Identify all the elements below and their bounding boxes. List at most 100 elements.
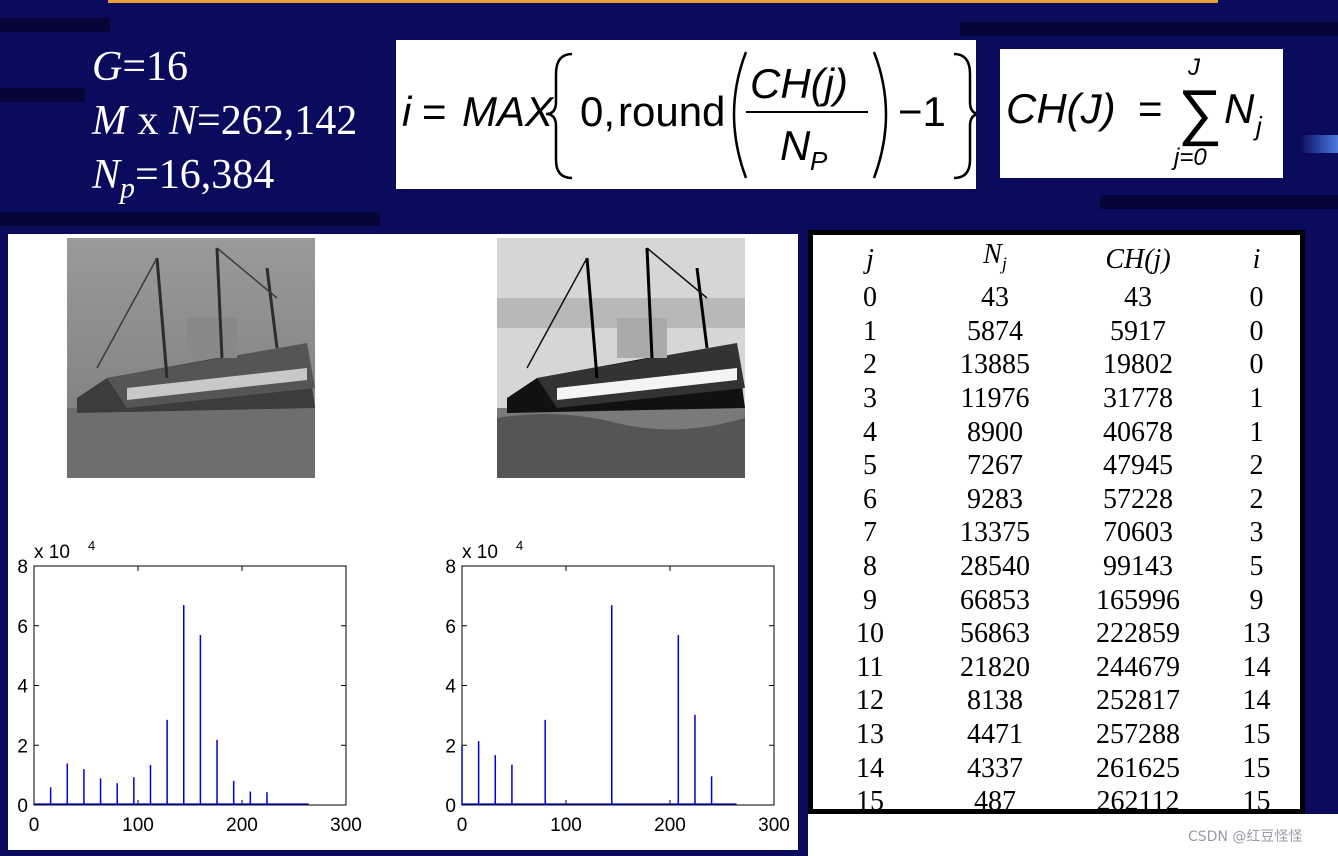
cell-j: 11 <box>856 651 884 683</box>
param-np: Np=16,384 <box>92 152 275 205</box>
bottom-white-area <box>808 814 1338 856</box>
formula-minus-one: −1 <box>898 88 946 135</box>
table-row: 3 11976 31778 1 <box>815 382 1302 416</box>
table-row: 7 13375 70603 3 <box>815 516 1302 550</box>
cell-i: 2 <box>1249 483 1264 515</box>
cell-chj: 257288 <box>1096 718 1180 750</box>
cell-nj: 13885 <box>960 349 1030 381</box>
formula2-term: N <box>1224 85 1255 132</box>
cell-j: 9 <box>863 584 877 616</box>
formula2-eq: = <box>1138 85 1163 132</box>
cumulative-formula: CH(J) = ∑ J j=0 N j <box>1000 49 1283 178</box>
exponent-label: x 10 <box>462 542 498 563</box>
cell-chj: 70603 <box>1103 517 1173 549</box>
left-brace <box>545 52 573 180</box>
accent-bar <box>108 0 1218 3</box>
cell-j: 5 <box>863 450 877 482</box>
cell-j: 12 <box>856 685 884 717</box>
header-j: j <box>866 243 874 275</box>
formula-eq: = <box>422 88 447 135</box>
cell-i: 3 <box>1249 517 1264 549</box>
header-nj: Nj <box>983 239 1007 274</box>
cell-nj: 11976 <box>960 382 1030 414</box>
cell-j: 7 <box>863 517 877 549</box>
cell-j: 4 <box>863 416 877 448</box>
formula-denominator: N <box>780 122 811 169</box>
cell-i: 13 <box>1242 618 1271 650</box>
exponent-label: x 10 <box>34 542 70 563</box>
table-row: 2 13885 19802 0 <box>815 348 1302 382</box>
cell-chj: 47945 <box>1103 450 1173 482</box>
plot-frame <box>33 565 347 806</box>
cell-i: 5 <box>1249 550 1264 582</box>
cell-j: 1 <box>863 315 877 347</box>
cell-j: 6 <box>863 483 877 515</box>
table-row: 5 7267 47945 2 <box>815 449 1302 483</box>
table-row: 13 4471 257288 15 <box>815 718 1302 752</box>
cell-chj: 40678 <box>1103 416 1173 448</box>
cell-chj: 244679 <box>1096 651 1180 683</box>
table-row: 10 56863 222859 13 <box>815 617 1302 651</box>
sum-upper: J <box>1187 54 1201 81</box>
cell-i: 1 <box>1249 382 1264 414</box>
y-tick-label: 8 <box>445 557 456 578</box>
formula2-term-sub: j <box>1253 111 1263 141</box>
cell-nj: 8900 <box>967 416 1023 448</box>
cell-j: 2 <box>863 349 877 381</box>
parameters: G=16 M x N=262,142 Np=16,384 <box>92 40 357 215</box>
equalized-boat-image <box>497 238 745 478</box>
cell-i: 14 <box>1242 685 1271 717</box>
cell-chj: 99143 <box>1103 550 1173 582</box>
cell-i: 1 <box>1249 416 1264 448</box>
x-tick-label: 0 <box>29 815 40 836</box>
cell-chj: 5917 <box>1110 315 1166 347</box>
formula-max: MAX <box>462 88 555 135</box>
cell-nj: 28540 <box>960 550 1030 582</box>
cell-j: 3 <box>863 382 877 414</box>
x-tick-label: 100 <box>122 815 154 836</box>
cell-j: 10 <box>856 618 884 650</box>
cell-i: 2 <box>1249 450 1264 482</box>
formula-lhs: i <box>402 88 413 135</box>
cell-nj: 4471 <box>967 718 1023 750</box>
formula-numerator: CH(j) <box>750 60 848 107</box>
param-g: G=16 <box>92 44 189 90</box>
original-boat-image <box>67 238 315 478</box>
cell-nj: 13375 <box>960 517 1030 549</box>
cell-nj: 21820 <box>960 651 1030 683</box>
cell-i: 14 <box>1242 651 1271 683</box>
table-row: 9 66853 165996 9 <box>815 584 1302 618</box>
cell-nj: 9283 <box>967 483 1023 515</box>
cell-chj: 19802 <box>1103 349 1173 381</box>
right-paren <box>872 51 888 179</box>
y-tick-label: 6 <box>445 617 456 638</box>
table-row: 11 21820 244679 14 <box>815 651 1302 685</box>
table-row: 15 487 262112 15 <box>815 785 1302 819</box>
cell-i: 0 <box>1249 349 1264 381</box>
y-tick-label: 8 <box>17 557 28 578</box>
exponent-power: 4 <box>516 538 523 553</box>
cell-j: 15 <box>856 786 884 818</box>
background-stripe <box>0 212 380 226</box>
cell-nj: 8138 <box>967 685 1023 717</box>
cell-j: 8 <box>863 550 877 582</box>
table-row: 1 5874 5917 0 <box>815 315 1302 349</box>
table-header-row: j Nj CH(j) i <box>815 238 1302 281</box>
cell-i: 0 <box>1249 282 1264 314</box>
table-row: 4 8900 40678 1 <box>815 416 1302 450</box>
cell-nj: 7267 <box>967 450 1023 482</box>
cell-nj: 66853 <box>960 584 1030 616</box>
cell-nj: 5874 <box>967 315 1023 347</box>
formula-zero: 0, <box>580 88 615 135</box>
x-tick-label: 0 <box>457 815 468 836</box>
cell-i: 0 <box>1249 315 1264 347</box>
cell-nj: 487 <box>974 786 1016 818</box>
equalization-table: j Nj CH(j) i 0 43 43 0 1 5874 5917 0 2 13885 19802… <box>808 230 1305 817</box>
cell-chj: 261625 <box>1096 752 1180 784</box>
slide-edge-highlight <box>1300 135 1338 153</box>
plot-frame <box>461 565 775 806</box>
cell-chj: 262112 <box>1096 786 1180 818</box>
x-tick-label: 200 <box>226 815 258 836</box>
table-row: 12 8138 252817 14 <box>815 684 1302 718</box>
cell-j: 13 <box>856 718 884 750</box>
